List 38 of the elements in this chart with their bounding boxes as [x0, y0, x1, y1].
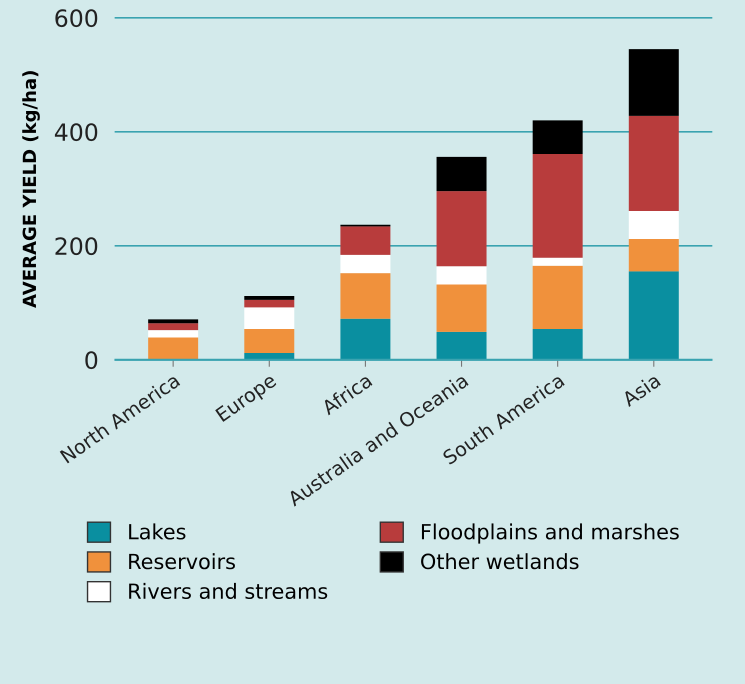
bar — [436, 156, 487, 192]
legend-label: Lakes — [129, 523, 186, 540]
bar — [532, 154, 583, 258]
bar — [148, 338, 198, 360]
bar — [340, 254, 390, 274]
legend-label: Rivers and streams — [129, 582, 328, 600]
bar — [436, 332, 487, 360]
x-tick-label: Asia — [620, 372, 661, 408]
bar — [628, 49, 679, 116]
bar — [436, 266, 487, 285]
bar — [436, 191, 487, 266]
bar — [628, 238, 679, 272]
bar — [244, 307, 294, 330]
bar — [148, 323, 198, 330]
legend-label: Other wetlands — [421, 553, 579, 570]
y-axis-title: AVERAGE YIELD (kg/ha) — [22, 71, 40, 308]
legend-label: Reservoirs — [129, 553, 235, 570]
y-tick-label: 0 — [85, 351, 98, 370]
bar — [340, 226, 390, 255]
bar — [532, 329, 583, 360]
bar — [628, 211, 679, 239]
bar — [148, 319, 198, 324]
bar — [244, 300, 294, 308]
bar — [148, 330, 198, 338]
y-tick-label: 400 — [54, 123, 98, 142]
legend-label: Floodplains and marshes — [422, 523, 679, 544]
y-tick-label: 200 — [55, 237, 98, 256]
bar — [244, 296, 294, 300]
bar — [340, 273, 390, 319]
bar — [532, 258, 583, 266]
bar — [244, 329, 294, 353]
bar — [532, 120, 583, 154]
bar — [340, 318, 390, 360]
y-tick-label: 600 — [55, 9, 98, 28]
bar — [532, 266, 583, 330]
bar — [436, 284, 487, 332]
bar — [628, 271, 679, 360]
bar — [628, 116, 679, 212]
